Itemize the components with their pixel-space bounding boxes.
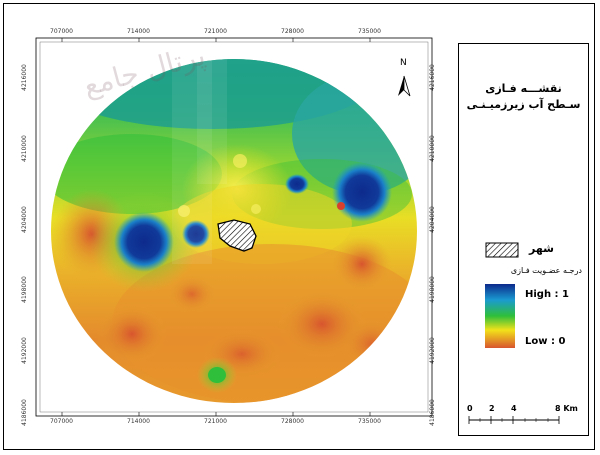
city-boundary	[217, 219, 257, 252]
legend-panel: نقشـــه فـازی سـطح آب زیرزمیـنـی شهر درج…	[458, 43, 589, 436]
city-label: شهر	[529, 242, 554, 255]
x-tick-bottom: 714000	[127, 418, 150, 425]
scale-tick-0: 0	[467, 404, 473, 413]
y-tick-left: 4216000	[20, 64, 28, 91]
y-tick-left: 4210000	[20, 135, 28, 162]
y-tick-left: 4192000	[20, 337, 28, 364]
y-tick-right: 4198000	[428, 276, 436, 303]
high-label: High : 1	[525, 289, 569, 300]
legend-title-line1: نقشـــه فـازی	[485, 82, 562, 95]
fuzzy-map	[35, 37, 433, 417]
north-arrow-icon	[398, 75, 411, 97]
y-tick-right: 4192000	[428, 337, 436, 364]
north-label: N	[400, 58, 407, 68]
y-tick-right: 4216000	[428, 64, 436, 91]
x-tick-bottom: 721000	[204, 418, 227, 425]
city-symbol-icon	[485, 242, 519, 258]
x-tick-top: 721000	[204, 28, 227, 35]
x-tick-bottom: 728000	[281, 418, 304, 425]
low-label: Low : 0	[525, 336, 566, 347]
scale-bar	[468, 416, 560, 424]
scale-tick-4: 4	[511, 404, 517, 413]
y-tick-left: 4198000	[20, 276, 28, 303]
y-tick-left: 4186000	[20, 399, 28, 426]
map-panel: N 707000 714000 721000 728000 735000 707…	[20, 24, 446, 428]
color-ramp	[485, 284, 515, 348]
x-tick-top: 707000	[50, 28, 73, 35]
x-tick-top: 714000	[127, 28, 150, 35]
membership-label: درجـه عضـویت فـازی	[510, 266, 582, 275]
legend-title-line2: سـطح آب زیرزمیـنـی	[466, 98, 581, 111]
x-tick-bottom: 707000	[50, 418, 73, 425]
y-tick-right: 4186000	[428, 399, 436, 426]
figure-frame	[3, 3, 595, 450]
x-tick-top: 728000	[281, 28, 304, 35]
x-tick-top: 735000	[358, 28, 381, 35]
y-tick-right: 4210000	[428, 135, 436, 162]
scale-tick-2: 2	[489, 404, 495, 413]
scale-tick-8km: 8 Km	[555, 404, 578, 413]
y-tick-left: 4204000	[20, 206, 28, 233]
y-tick-right: 4204000	[428, 206, 436, 233]
x-tick-bottom: 735000	[358, 418, 381, 425]
